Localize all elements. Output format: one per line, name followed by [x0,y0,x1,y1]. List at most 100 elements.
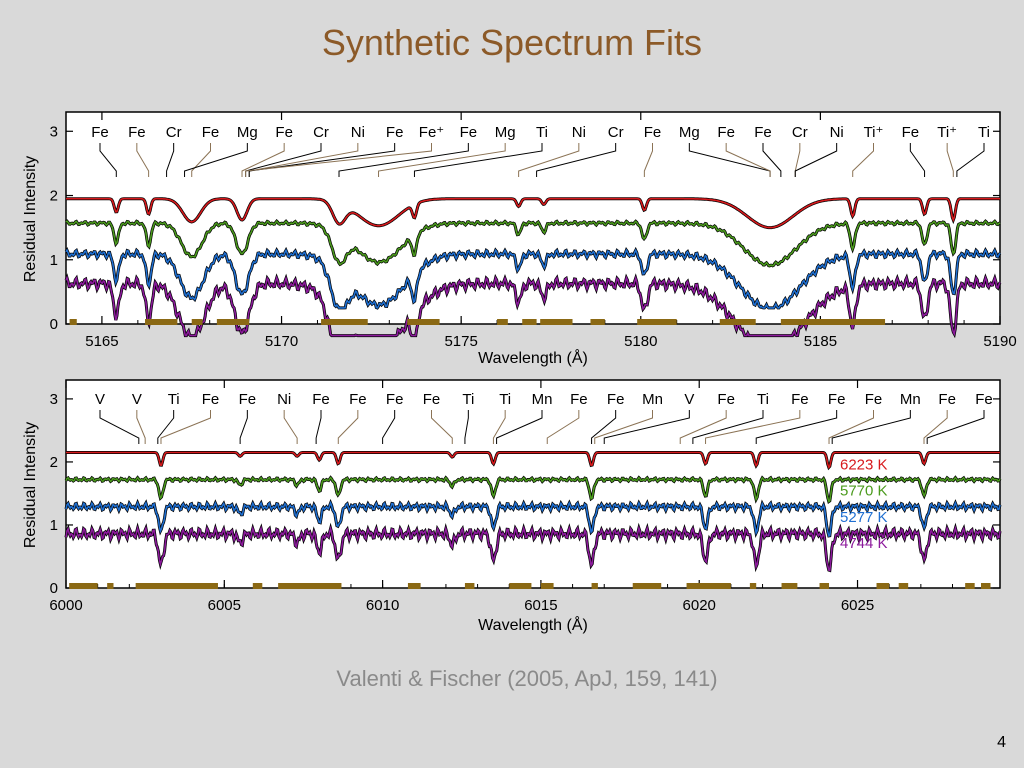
line-id-leader [315,410,322,444]
line-id-label: Ti [499,391,511,408]
x-tick-label: 5175 [444,333,477,350]
mask-bar [749,583,757,589]
line-id-leader [946,143,954,177]
slide-title: Synthetic Spectrum Fits [321,22,703,63]
line-id-leader [909,143,926,177]
line-id-label: Ti⁺ [864,124,884,141]
mask-bar [407,319,440,325]
y-tick-label: 3 [50,123,58,140]
line-id-leader [337,410,359,444]
mask-bar [981,583,991,589]
line-id-leader [496,410,543,444]
line-id-leader [755,410,838,444]
mask-bar [252,583,263,589]
mask-bar [509,583,532,589]
line-id-label: Fe [902,124,920,141]
synthetic-spectrum-fit [65,525,1001,572]
line-id-leader [382,410,396,444]
mask-bar [107,583,114,589]
line-id-leader [518,143,580,177]
temperature-label: 4744 K [840,535,888,552]
line-id-leader [136,143,150,177]
mask-bar [522,319,537,325]
line-id-label: Fe [239,391,257,408]
y-tick-label: 1 [50,252,58,269]
line-id-label: V [95,391,105,408]
mask-bar [591,583,598,589]
line-id-leader [184,143,248,177]
x-tick-label: 6020 [683,597,716,614]
line-id-label: Fe [312,391,330,408]
line-id-leader [431,410,453,444]
line-id-leader [725,143,771,177]
line-id-label: Cr [792,124,808,141]
line-id-label: Ti [978,124,990,141]
line-id-leader [283,410,298,444]
line-id-label: Fe [460,124,478,141]
mask-bar [540,319,573,325]
mask-bar [898,583,909,589]
line-id-leader [136,410,146,444]
line-id-leader [643,143,653,177]
mask-bar [464,583,475,589]
line-id-leader [191,143,211,177]
line-id-leader [241,143,285,177]
line-id-label: Fe [607,391,625,408]
mask-bar [590,319,605,325]
mask-bar [686,583,731,589]
x-tick-label: 5165 [85,333,118,350]
temperature-label: 5277 K [840,509,888,526]
synthetic-spectrum-fit [65,275,1001,337]
line-id-label: Ti [757,391,769,408]
line-id-label: Fe [570,391,588,408]
temperature-label: 6223 K [840,456,888,473]
line-id-label: Fe [865,391,883,408]
x-tick-label: 5180 [624,333,657,350]
line-id-leader [828,410,874,444]
line-id-label: Mn [642,391,663,408]
line-id-leader [762,143,782,177]
y-tick-label: 3 [50,391,58,408]
line-id-label: Fe [91,124,109,141]
y-axis-title-top: Residual Intensity [22,156,39,282]
line-id-leader [464,410,469,444]
line-id-leader [591,410,617,444]
line-id-label: Mn [900,391,921,408]
mask-bar [637,319,677,325]
mask-bar [965,583,975,589]
line-id-leader [923,410,948,444]
x-tick-label: 6025 [841,597,874,614]
line-id-label: Cr [313,124,329,141]
mask-bar [876,583,890,589]
synthetic-spectrum-fit [66,197,1000,229]
x-tick-label: 5190 [983,333,1016,350]
slide-number: 4 [997,734,1006,751]
line-id-leader [99,143,117,177]
line-id-leader [692,410,764,444]
line-id-leader [239,410,248,444]
x-axis-title-top: Wavelength (Å) [478,348,588,367]
line-id-leader [166,143,175,177]
line-id-leader [926,410,985,444]
mask-bar [540,583,554,589]
y-tick-label: 2 [50,188,58,205]
line-id-label: Fe [791,391,809,408]
mask-bar [321,319,368,325]
line-id-label: Fe [128,124,146,141]
line-id-label: Ni [277,391,291,408]
line-id-label: Mg [679,124,700,141]
line-id-leader [852,143,874,177]
mask-bar [278,583,342,589]
line-id-label: Fe [644,124,662,141]
line-id-label: Fe⁺ [419,124,444,141]
line-id-leader [413,143,543,177]
line-id-label: Fe [386,124,404,141]
mask-bar [135,583,218,589]
synthetic-spectrum-fit [65,220,1001,267]
line-id-label: Ti⁺ [937,124,957,141]
line-id-leader [546,410,580,444]
y-tick-label: 2 [50,454,58,471]
y-axis-title-bottom: Residual Intensity [22,422,39,548]
line-id-label: V [684,391,694,408]
mask-bar [69,319,77,325]
